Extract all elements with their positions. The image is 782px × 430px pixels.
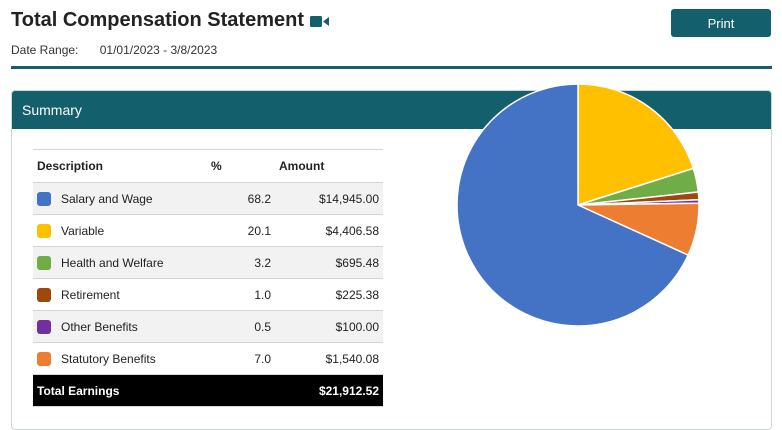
legend-swatch [37,319,51,334]
column-header-amount: Amount [275,149,383,183]
row-description: Statutory Benefits [61,351,156,366]
table-row: Variable 20.1 $4,406.58 [33,214,383,247]
total-label: Total Earnings [33,374,207,407]
row-amount: $14,945.00 [275,182,383,215]
print-button[interactable]: Print [671,9,771,37]
row-amount: $695.48 [275,246,383,279]
date-range-label: Date Range: [11,43,79,57]
legend-swatch [37,255,51,270]
table-row: Salary and Wage 68.2 $14,945.00 [33,182,383,215]
date-range: Date Range: 01/01/2023 - 3/8/2023 [11,43,217,57]
summary-table: Description % Amount Salary and Wage 68.… [33,149,383,407]
row-amount: $100.00 [275,310,383,343]
date-range-value: 01/01/2023 - 3/8/2023 [99,43,218,57]
legend-swatch [37,223,51,238]
legend-swatch [37,287,51,302]
page-title: Total Compensation Statement [11,9,304,31]
total-percent [207,374,275,407]
summary-panel: Summary Description % Amount Salary and … [11,90,772,430]
row-description: Variable [61,223,105,238]
row-percent: 68.2 [207,182,275,215]
row-percent: 7.0 [207,342,275,375]
total-row: Total Earnings $21,912.52 [33,374,383,407]
legend-swatch [37,351,51,366]
header-divider [11,66,772,69]
title-row: Total Compensation Statement [11,9,329,32]
row-description: Health and Welfare [61,255,164,270]
pie-slice-variable[interactable] [577,83,695,207]
row-amount: $1,540.08 [275,342,383,375]
row-percent: 20.1 [207,214,275,247]
total-amount: $21,912.52 [275,374,383,407]
row-percent: 0.5 [207,310,275,343]
table-row: Statutory Benefits 7.0 $1,540.08 [33,342,383,375]
legend-swatch [37,191,51,206]
video-camera-icon[interactable] [310,15,329,28]
table-row: Other Benefits 0.5 $100.00 [33,310,383,343]
row-percent: 3.2 [207,246,275,279]
row-description: Salary and Wage [61,191,153,206]
pie-slice-salary-and-wage[interactable] [456,83,690,327]
summary-title: Summary [22,102,82,118]
row-description: Retirement [61,287,120,302]
row-description: Other Benefits [61,319,138,334]
column-header-percent: % [207,149,275,183]
row-amount: $225.38 [275,278,383,311]
compensation-pie-chart [456,83,700,327]
table-header-row: Description % Amount [33,149,383,183]
table-row: Retirement 1.0 $225.38 [33,278,383,311]
row-percent: 1.0 [207,278,275,311]
row-amount: $4,406.58 [275,214,383,247]
column-header-description: Description [33,149,207,183]
table-row: Health and Welfare 3.2 $695.48 [33,246,383,279]
